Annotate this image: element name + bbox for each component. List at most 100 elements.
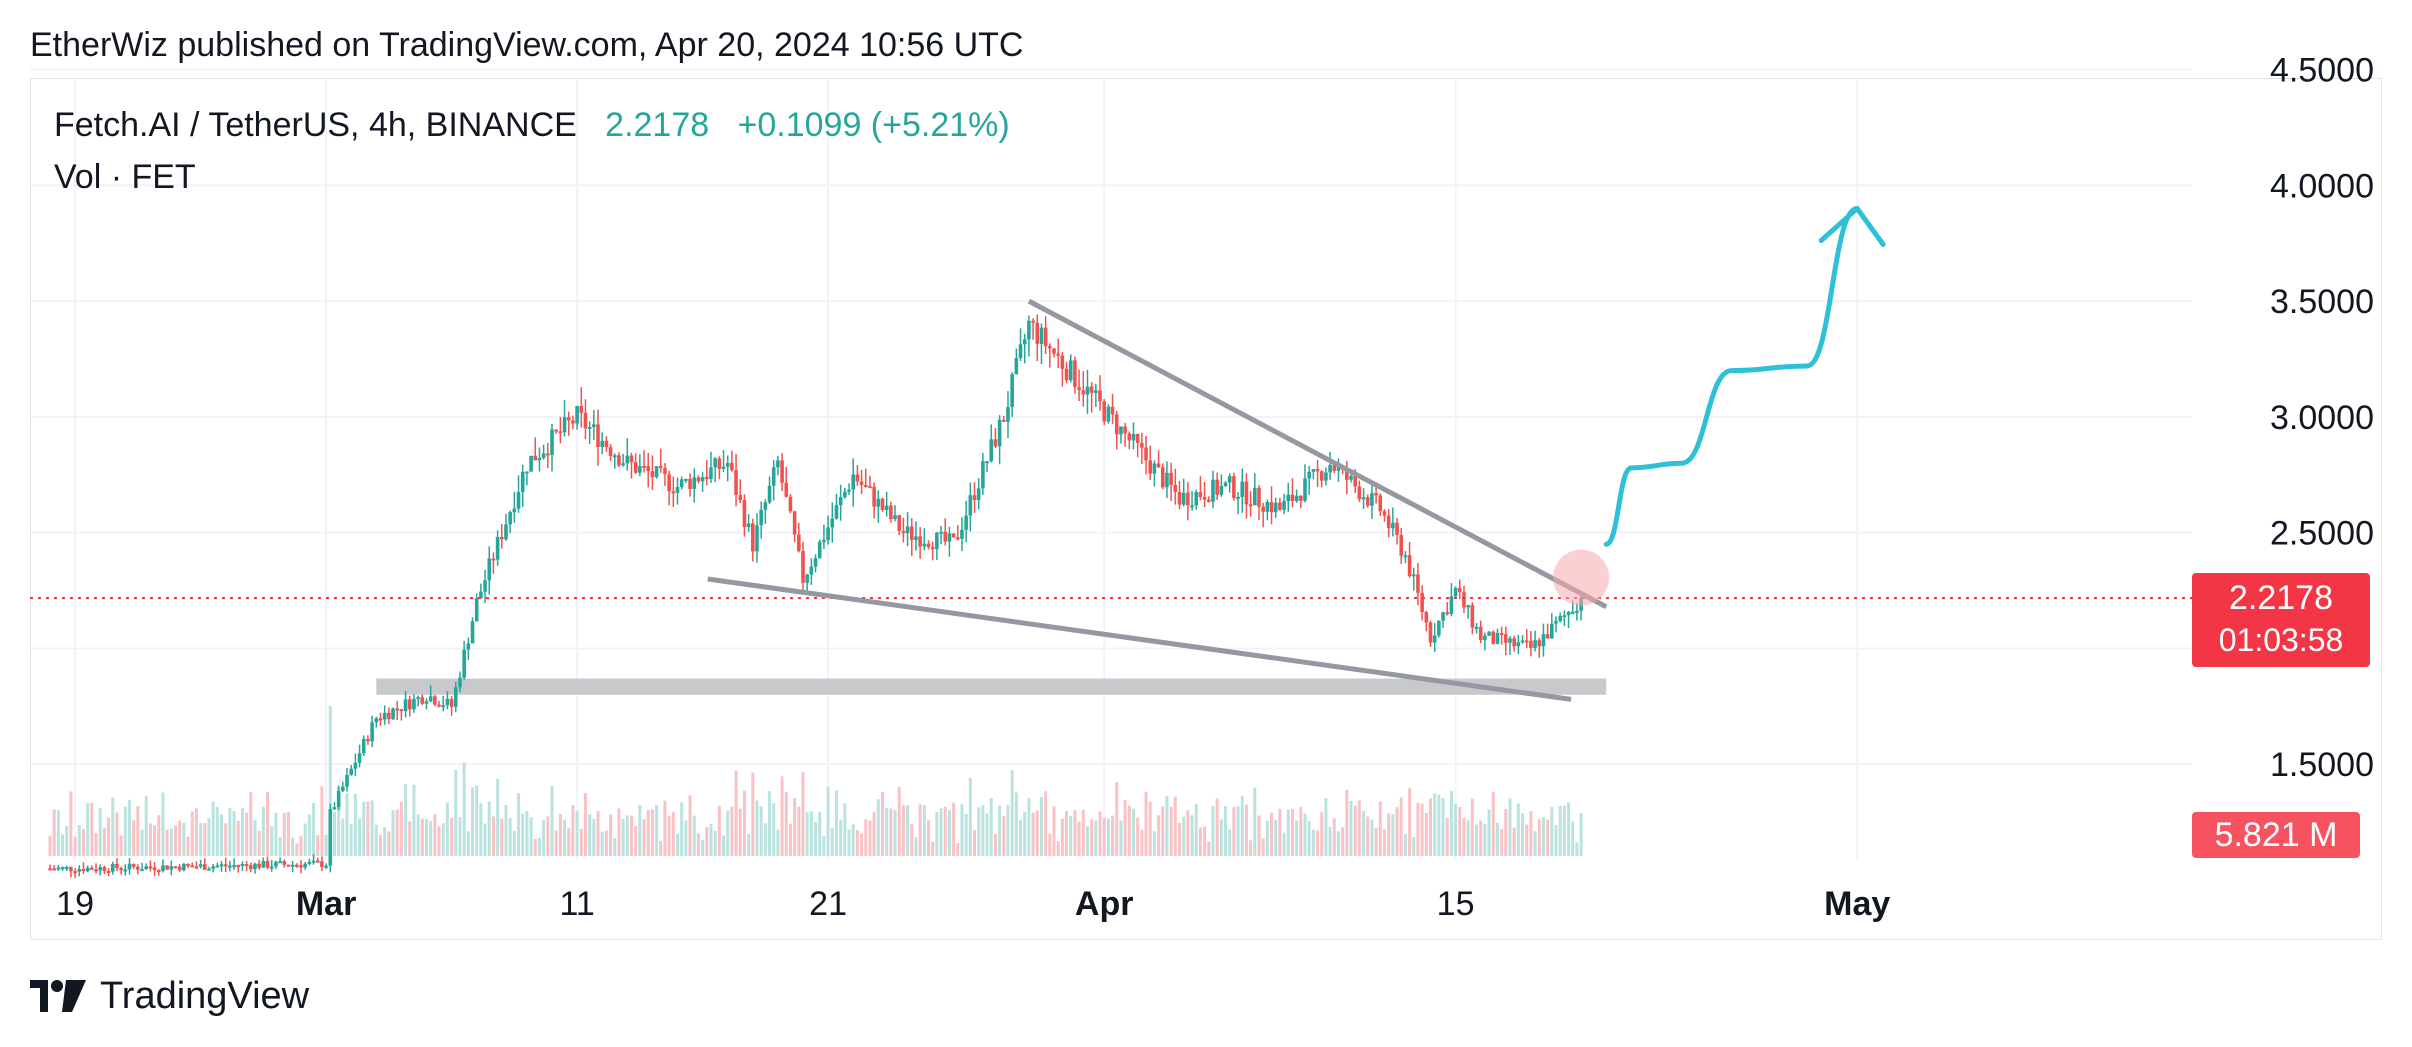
candle-body xyxy=(562,417,567,433)
candle-body xyxy=(1453,587,1458,597)
volume-bar xyxy=(1232,806,1236,856)
candle-body xyxy=(771,467,776,486)
volume-bar xyxy=(1127,805,1131,856)
candle-body xyxy=(202,864,207,870)
candle-body xyxy=(516,492,521,509)
candle-body xyxy=(788,496,793,512)
volume-bar xyxy=(1290,808,1294,856)
candle-body xyxy=(407,699,412,710)
volume-bar xyxy=(324,834,328,856)
candle-body xyxy=(1039,327,1044,344)
candle-body xyxy=(1156,463,1161,468)
candle-body xyxy=(1441,612,1445,621)
candle-body xyxy=(1407,555,1412,577)
volume-bar xyxy=(416,814,420,856)
volume-bar xyxy=(1579,813,1583,856)
candle-body xyxy=(90,867,94,870)
candle-body xyxy=(1541,634,1546,647)
candle-body xyxy=(1060,355,1065,369)
volume-bar xyxy=(232,811,236,856)
candle-body xyxy=(173,866,178,869)
volume-bar xyxy=(1470,798,1474,856)
candle-body xyxy=(1487,631,1491,636)
volume-bar xyxy=(701,839,705,856)
volume-bar xyxy=(542,820,546,856)
candle-body xyxy=(508,512,512,525)
candle-body xyxy=(119,868,123,871)
volume-bar xyxy=(1044,791,1048,856)
candle-body xyxy=(512,508,517,513)
volume-bar xyxy=(655,805,659,856)
volume-bar xyxy=(1303,813,1307,856)
volume-bar xyxy=(1161,806,1165,856)
candle-body xyxy=(1202,497,1207,500)
candle-body xyxy=(1520,640,1525,643)
candle-body xyxy=(324,865,328,868)
volume-bar xyxy=(278,837,282,856)
volume-bar xyxy=(462,762,466,856)
x-tick-label: Apr xyxy=(1075,885,1134,923)
volume-legend[interactable]: Vol · FET xyxy=(54,158,196,196)
candle-body xyxy=(223,864,228,867)
volume-bar xyxy=(441,823,445,856)
candle-body xyxy=(1198,492,1203,498)
brand[interactable]: TradingView xyxy=(30,974,309,1018)
volume-bar xyxy=(583,792,587,856)
candle-body xyxy=(1403,555,1408,558)
volume-bar xyxy=(136,805,140,856)
volume-bar xyxy=(964,814,968,856)
volume-bar xyxy=(1236,806,1240,856)
candle-body xyxy=(608,447,613,456)
candle-body xyxy=(621,463,625,466)
candle-body xyxy=(1278,502,1282,510)
candle-body xyxy=(449,698,454,707)
volume-bar xyxy=(1449,791,1453,856)
volume-bar xyxy=(48,835,52,856)
volume-bar xyxy=(989,798,993,856)
volume-bar xyxy=(1483,823,1487,856)
candle-body xyxy=(704,477,709,480)
volume-bar xyxy=(1002,816,1006,856)
volume-bar xyxy=(1370,819,1374,856)
candle-body xyxy=(1073,360,1077,388)
volume-bar xyxy=(123,806,127,856)
candle-body xyxy=(1068,360,1073,381)
volume-bar xyxy=(1173,796,1177,856)
candle-body xyxy=(127,863,132,870)
volume-bar xyxy=(1186,810,1190,856)
volume-bar xyxy=(90,803,94,856)
candle-body xyxy=(115,863,119,869)
volume-bar xyxy=(1119,820,1123,856)
candle-body xyxy=(767,485,772,503)
candle-body xyxy=(1537,640,1542,647)
candle-body xyxy=(1328,465,1332,473)
volume-bar xyxy=(1090,819,1094,856)
volume-bar xyxy=(1387,813,1391,856)
volume-bar xyxy=(450,818,454,856)
candle-body xyxy=(533,455,538,461)
candle-body xyxy=(1349,475,1353,480)
candle-body xyxy=(935,532,939,550)
volume-bar xyxy=(207,818,211,856)
candle-body xyxy=(1261,506,1265,512)
volume-bar xyxy=(1261,838,1265,856)
volume-bar xyxy=(973,830,977,856)
candle-body xyxy=(433,696,437,705)
candle-body xyxy=(215,865,220,868)
volume-bar xyxy=(1031,812,1035,856)
candle-body xyxy=(592,424,596,428)
candle-body xyxy=(161,865,165,871)
volume-bar xyxy=(927,820,930,856)
x-tick-label: 19 xyxy=(56,885,94,923)
symbol-legend[interactable]: Fetch.AI / TetherUS, 4h, BINANCE 2.2178 … xyxy=(54,106,1010,145)
candle-body xyxy=(1512,638,1516,647)
candle-body xyxy=(77,869,82,872)
candle-body xyxy=(1002,419,1006,422)
volume-bar xyxy=(705,827,709,856)
candle-body xyxy=(776,460,780,468)
candle-body xyxy=(1315,469,1320,472)
candle-body xyxy=(1181,492,1186,505)
candle-body xyxy=(834,505,839,519)
volume-bar xyxy=(345,793,349,856)
